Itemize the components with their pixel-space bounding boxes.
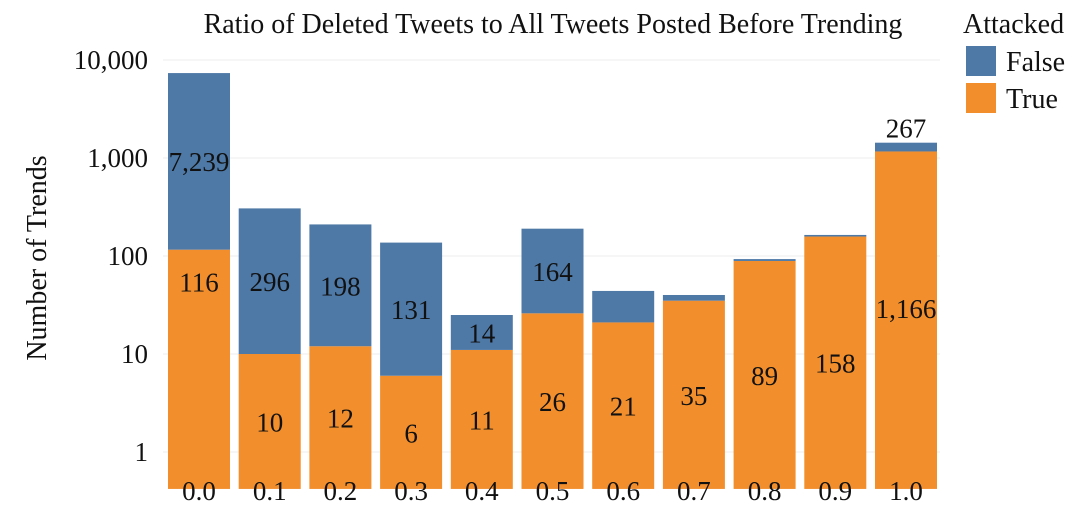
bar-false-0.0 [168,73,230,250]
bar-false-0.9 [804,234,867,237]
bar-false-0.7 [662,294,725,301]
x-tick-label: 0.9 [818,476,852,506]
bar-false-0.8 [733,259,796,261]
y-tick-label: 10 [121,339,148,369]
bar-false-0.1 [238,208,301,354]
bar-label-true-0.4: 11 [469,405,495,435]
bar-label-false-1.0: 267 [886,114,927,144]
bar-label-true-0.5: 26 [539,387,566,417]
bar-true-0.1 [238,354,301,489]
bar-true-0.0 [168,249,230,489]
y-tick-label: 1 [135,437,149,467]
bar-label-false-0.4: 14 [468,318,496,348]
legend-label-false: False [1006,47,1065,78]
bar-label-false-0.2: 198 [320,271,361,301]
x-tick-label: 0.7 [677,476,711,506]
y-tick-label: 10,000 [74,45,148,75]
bars: 116 7,239 10 296 12 198 6 131 11 14 26 164 21 35 89 158… [168,73,937,489]
bar-true-0.8 [733,260,796,489]
bar-label-true-1.0: 1,166 [876,294,937,324]
bar-label-true-0.8: 89 [751,361,778,391]
legend-swatch-true [966,83,996,113]
bar-true-0.7 [662,300,725,489]
bar-true-0.3 [380,375,443,489]
legend-label-true: True [1006,84,1058,115]
chart-title: Ratio of Deleted Tweets to All Tweets Po… [204,9,903,40]
bar-false-0.2 [309,224,372,347]
bar-true-1.0 [875,151,937,489]
bar-label-false-0.0: 7,239 [169,147,230,177]
legend-title: Attacked [963,9,1064,40]
x-axis-ticks: 0.0 0.1 0.2 0.3 0.4 0.5 0.6 0.7 0.8 0.9 1.0 [182,476,923,506]
x-tick-label: 0.0 [182,476,216,506]
bar-false-0.3 [380,242,443,376]
bar-label-true-0.6: 21 [610,392,637,422]
bar-true-0.2 [309,346,372,489]
bar-false-0.6 [592,290,655,323]
y-tick-label: 1,000 [87,143,148,173]
bar-label-true-0.3: 6 [404,418,418,448]
bar-label-false-0.1: 296 [249,267,290,297]
bar-label-false-0.3: 131 [391,295,432,325]
bar-label-true-0.9: 158 [815,349,856,379]
x-tick-label: 0.4 [465,476,499,506]
y-axis-label: Number of Trends [22,155,53,360]
bar-label-true-0.1: 10 [256,407,283,437]
bar-label-true-0.2: 12 [327,404,354,434]
bar-label-true-0.0: 116 [179,268,219,298]
y-tick-label: 100 [108,241,149,271]
x-tick-label: 0.6 [606,476,640,506]
x-tick-label: 0.5 [536,476,570,506]
bar-false-1.0 [875,142,937,152]
bar-label-false-0.5: 164 [532,257,573,287]
bar-true-0.9 [804,236,867,489]
x-tick-label: 0.2 [324,476,358,506]
y-axis-ticks: 1 10 100 1,000 10,000 [74,45,148,467]
bar-label-true-0.7: 35 [680,381,707,411]
legend: Attacked False True [963,9,1065,115]
bar-false-0.4 [450,315,513,350]
bar-true-0.6 [592,322,655,489]
bar-false-0.5 [521,228,584,314]
x-tick-label: 0.1 [253,476,287,506]
x-tick-label: 0.3 [394,476,428,506]
bar-true-0.4 [450,349,513,489]
x-tick-label: 0.8 [748,476,782,506]
legend-swatch-false [966,46,996,76]
bar-true-0.5 [521,313,584,489]
x-tick-label: 1.0 [889,476,923,506]
